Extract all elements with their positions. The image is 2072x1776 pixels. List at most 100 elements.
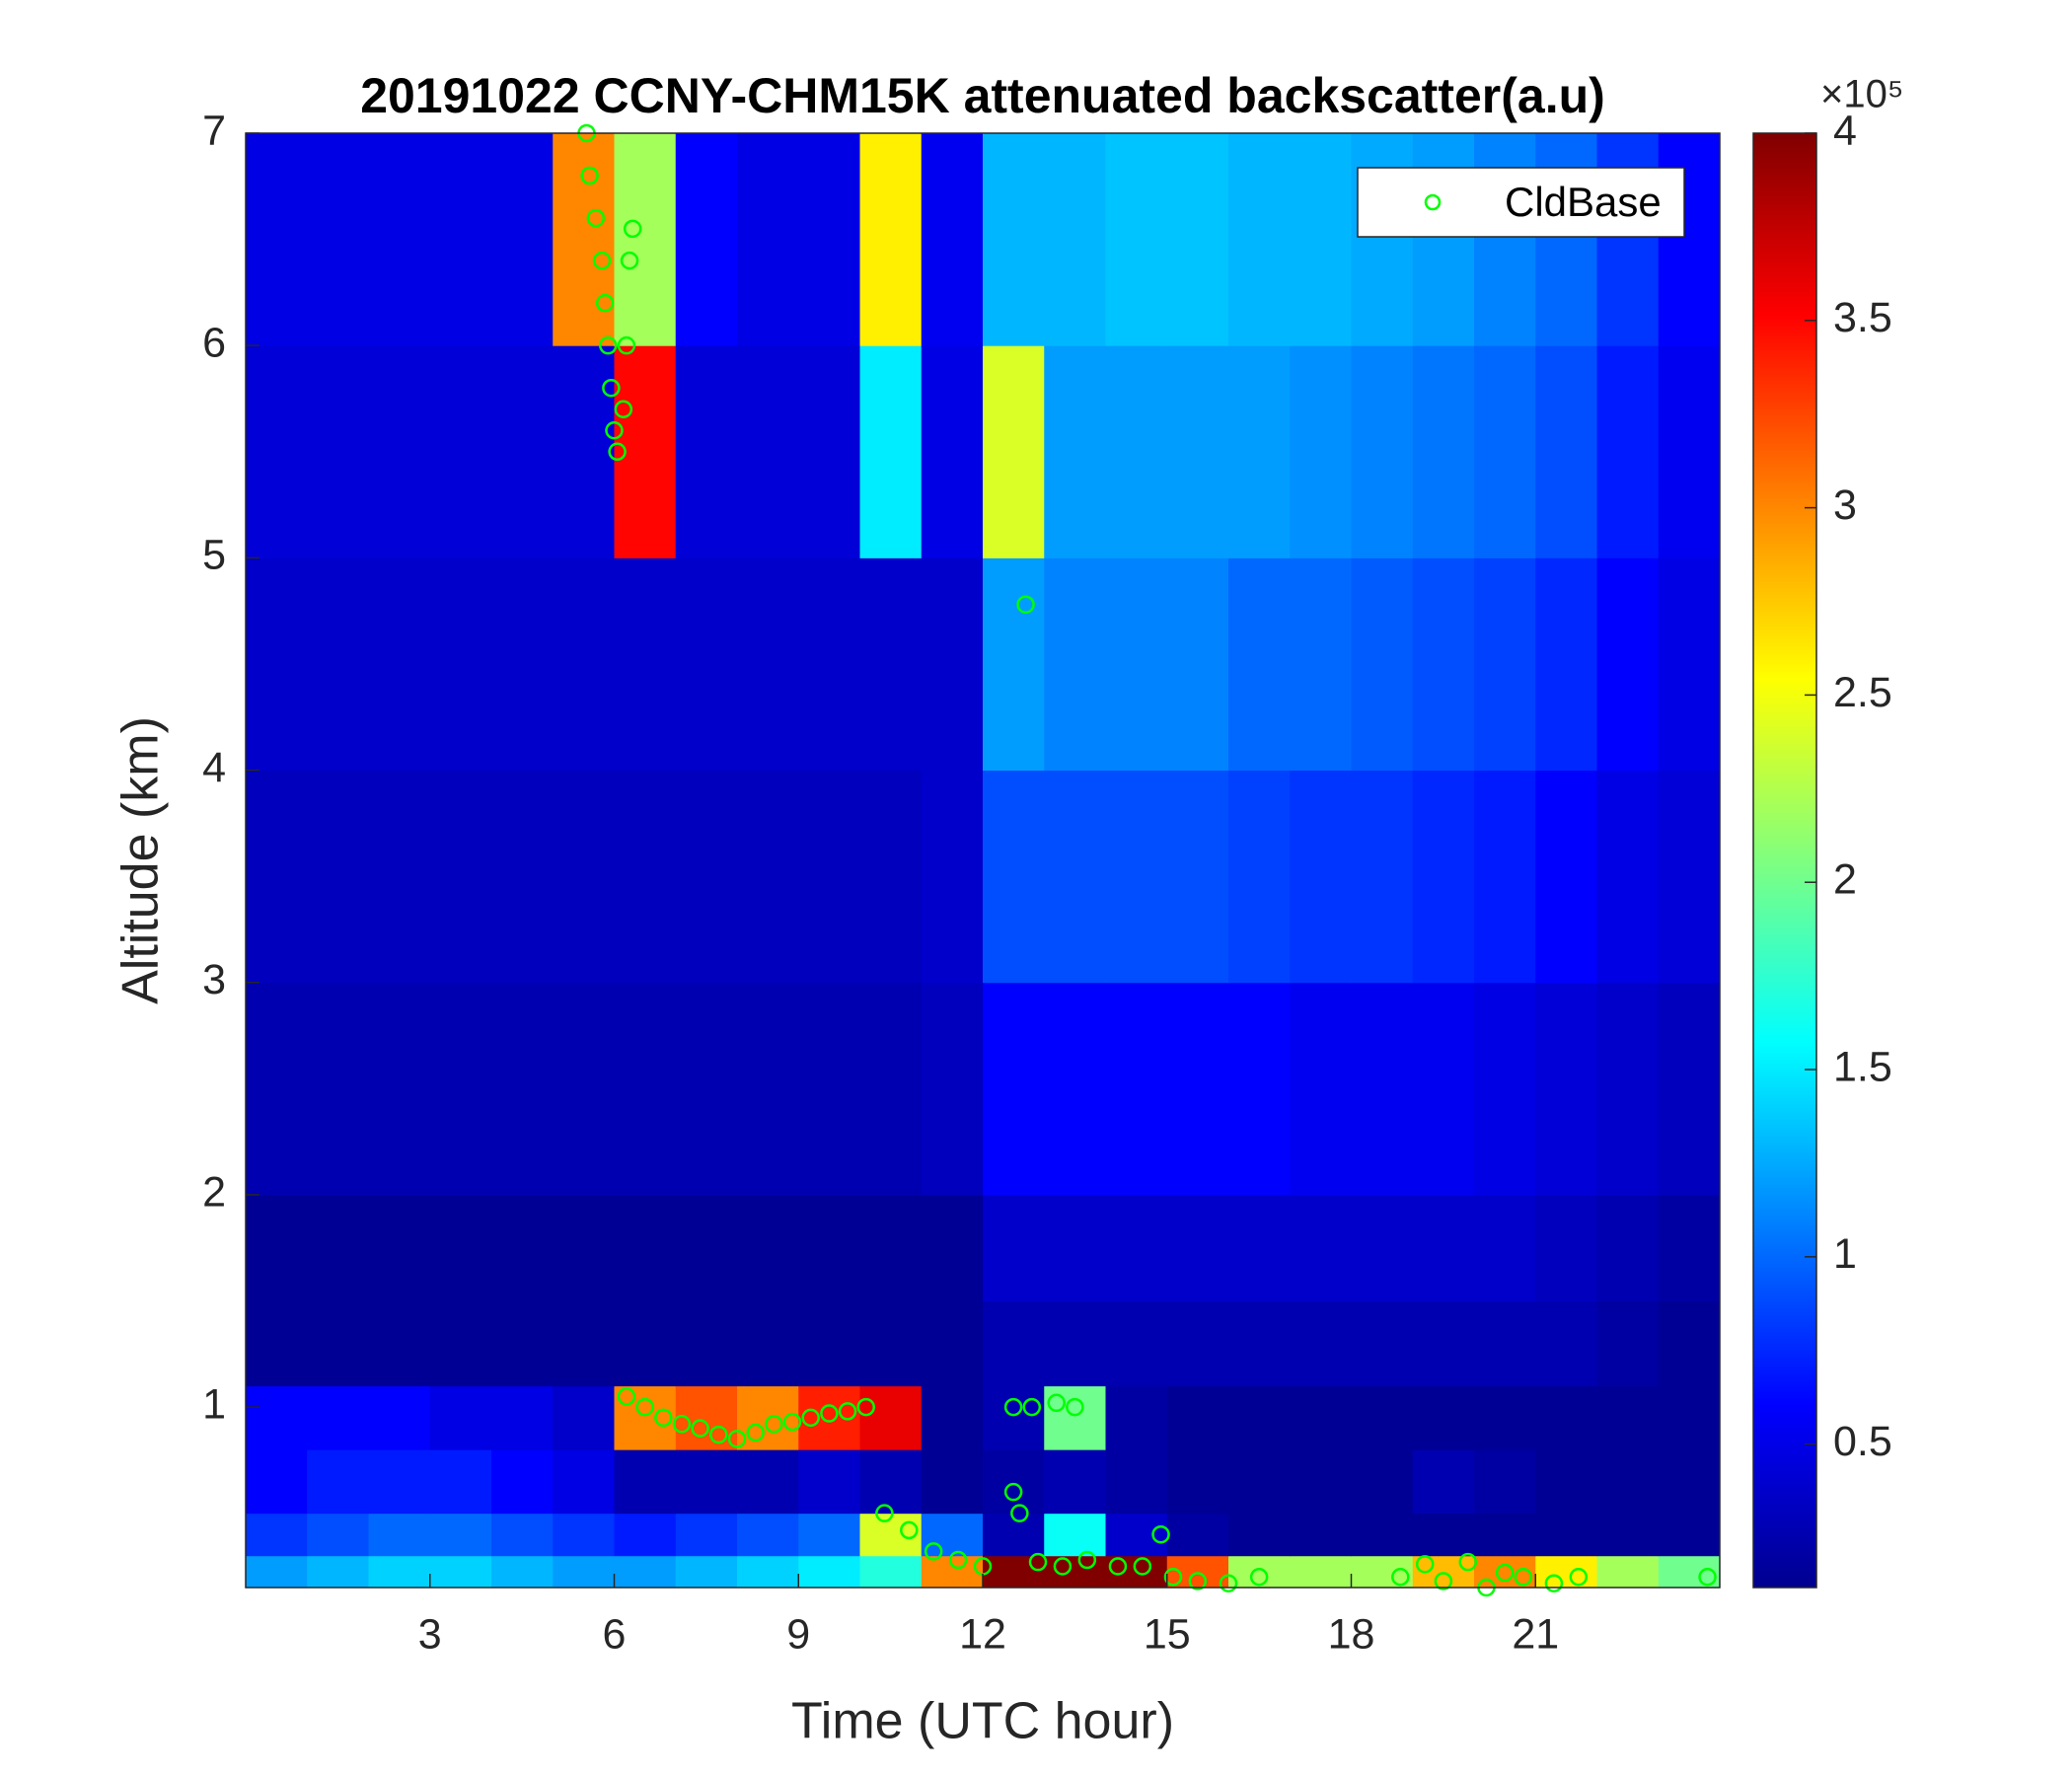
heatmap-cell	[1105, 982, 1168, 1196]
heatmap-cell	[921, 1194, 984, 1302]
heatmap-cell	[368, 1300, 431, 1387]
cloud-base-point	[838, 1402, 857, 1421]
heatmap-cell	[1535, 133, 1597, 346]
heatmap-cell	[1658, 982, 1721, 1196]
legend-marker	[1424, 193, 1442, 211]
x-tick-label: 9	[786, 1610, 810, 1658]
heatmap-cell	[1474, 770, 1536, 984]
heatmap-cell	[1596, 1385, 1660, 1450]
heatmap-cell	[429, 1300, 492, 1387]
heatmap-cell	[553, 133, 615, 346]
heatmap-cell	[859, 1555, 923, 1589]
heatmap-cell	[1351, 133, 1414, 346]
heatmap-cell	[1228, 1555, 1291, 1589]
heatmap-cell	[307, 345, 369, 558]
cloud-base-point	[924, 1542, 943, 1561]
heatmap-cell	[246, 1513, 308, 1557]
heatmap-cell	[1596, 1300, 1660, 1387]
heatmap-cell	[1474, 345, 1536, 558]
heatmap-cell	[1228, 1194, 1291, 1302]
heatmap-cell	[1535, 982, 1597, 1196]
heatmap-cell	[553, 770, 615, 984]
heatmap-cell	[1044, 1449, 1106, 1515]
cloud-base-point	[1066, 1397, 1084, 1417]
heatmap-cell	[798, 345, 860, 558]
cloud-base-point	[580, 166, 599, 185]
heatmap-cell	[1290, 1513, 1352, 1557]
heatmap-cell	[1044, 770, 1106, 984]
heatmap-cell	[246, 1300, 308, 1387]
heatmap-cell	[1412, 770, 1475, 984]
heatmap-cell	[1166, 1449, 1229, 1515]
heatmap-cell	[859, 557, 923, 772]
x-tick-label: 18	[1328, 1610, 1375, 1658]
heatmap-cell	[491, 133, 554, 346]
heatmap-cell	[983, 133, 1045, 346]
heatmap-cell	[1474, 1300, 1536, 1387]
heatmap-cell	[1596, 982, 1660, 1196]
heatmap-cell	[553, 1300, 615, 1387]
heatmap-cell	[553, 1385, 615, 1450]
heatmap-cell	[1105, 133, 1168, 346]
cloud-base-point	[1028, 1552, 1048, 1572]
heatmap-cell	[1596, 1555, 1660, 1589]
heatmap-cell	[1412, 1385, 1475, 1450]
y-tick-label: 5	[202, 532, 226, 579]
heatmap-cell	[1351, 1300, 1414, 1387]
heatmap-cell	[614, 1513, 677, 1557]
heatmap-cell	[921, 770, 984, 984]
heatmap-cell	[1166, 1385, 1229, 1450]
heatmap-cell	[675, 1194, 738, 1302]
heatmap-cell	[921, 133, 984, 346]
heatmap-cell	[1228, 133, 1291, 346]
heatmap-cell	[859, 1449, 923, 1515]
heatmap-cell	[307, 557, 369, 772]
x-tick-label: 6	[603, 1610, 627, 1658]
cloud-base-point	[1077, 1550, 1097, 1570]
heatmap-cell	[675, 557, 738, 772]
heatmap-cell	[491, 1449, 554, 1515]
cloud-base-point	[635, 1397, 654, 1417]
cloud-base-point	[602, 378, 621, 398]
heatmap-cell	[246, 557, 308, 772]
colorbar-tick-label: 3	[1833, 481, 1857, 529]
heatmap-cell	[1044, 982, 1106, 1196]
heatmap-cell	[1658, 1513, 1721, 1557]
heatmap-cell	[1351, 1385, 1414, 1450]
cloud-base-point	[1010, 1504, 1029, 1522]
heatmap-cell	[675, 1513, 738, 1557]
heatmap-cell	[1044, 557, 1106, 772]
x-tick-label: 21	[1512, 1610, 1559, 1658]
heatmap-cell	[1166, 1300, 1229, 1387]
heatmap-cell	[1044, 345, 1106, 558]
heatmap-cell	[1535, 1385, 1597, 1450]
heatmap-cell	[491, 557, 554, 772]
heatmap-cell	[307, 1300, 369, 1387]
cloud-base-point	[900, 1520, 919, 1540]
heatmap-cell	[614, 133, 677, 346]
cloud-base-point	[1047, 1393, 1066, 1413]
colorbar-tick-label: 2.5	[1833, 669, 1892, 716]
heatmap-cell	[491, 982, 554, 1196]
heatmap-cell	[368, 1513, 431, 1557]
heatmap-cell	[1044, 1300, 1106, 1387]
heatmap-cell	[798, 770, 860, 984]
heatmap-cell	[737, 345, 799, 558]
heatmap-cell	[491, 1513, 554, 1557]
heatmap-cell	[1228, 770, 1291, 984]
heatmap-cell	[737, 557, 799, 772]
cloud-base-point	[948, 1550, 968, 1570]
cloud-base-point	[1458, 1552, 1478, 1572]
heatmap-cell	[307, 1513, 369, 1557]
heatmap-cell	[1228, 557, 1291, 772]
heatmap-cell	[307, 1385, 369, 1450]
heatmap-cell	[614, 1385, 677, 1450]
cloud-base-point	[1108, 1557, 1128, 1576]
y-tick-label: 4	[202, 744, 226, 791]
heatmap-cell	[491, 1300, 554, 1387]
heatmap-cell	[1535, 557, 1597, 772]
heatmap-cell	[859, 1513, 923, 1557]
heatmap-cell	[614, 1555, 677, 1589]
colorbar-tick-label: 1	[1833, 1230, 1857, 1278]
cloud-base-point	[765, 1415, 783, 1434]
